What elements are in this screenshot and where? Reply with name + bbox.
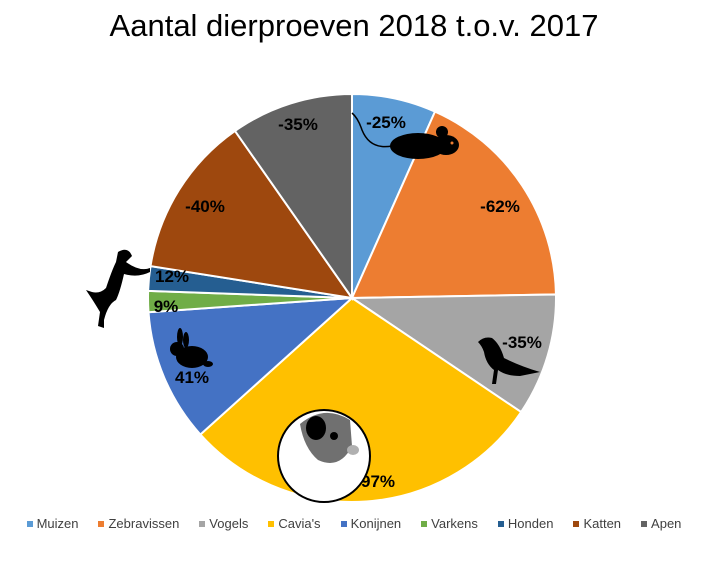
legend-item: Cavia's — [268, 516, 321, 531]
legend-swatch — [26, 520, 33, 527]
legend-item: Zebravissen — [98, 516, 179, 531]
data-label: 12% — [155, 267, 189, 286]
legend-item: Varkens — [421, 516, 478, 531]
data-label: -40% — [185, 197, 225, 216]
legend-label: Honden — [507, 516, 554, 531]
pie-slice-vogels — [348, 293, 557, 414]
chart-legend: Muizen Zebravissen Vogels Cavia's Konijnen Va… — [0, 516, 708, 531]
legend-swatch — [199, 520, 206, 527]
crow-icon — [478, 337, 540, 384]
legend-item: Muizen — [26, 516, 79, 531]
data-label: -35% — [502, 333, 542, 352]
rabbit-icon — [170, 328, 213, 368]
legend-item: Vogels — [199, 516, 248, 531]
data-label: -62% — [480, 197, 520, 216]
legend-label: Muizen — [36, 516, 79, 531]
legend-swatch — [421, 520, 428, 527]
data-label: -25% — [366, 113, 406, 132]
legend-swatch — [340, 520, 347, 527]
dog-icon — [86, 249, 150, 328]
legend-label: Cavia's — [278, 516, 321, 531]
pie-slice-zebravissen — [350, 110, 557, 300]
legend-swatch — [98, 520, 105, 527]
mouse-icon — [351, 112, 459, 159]
legend-item: Apen — [641, 516, 681, 531]
legend-label: Vogels — [209, 516, 249, 531]
data-label: 9% — [154, 297, 179, 316]
pie-slice-katten — [149, 129, 355, 300]
legend-label: Varkens — [431, 516, 478, 531]
legend-swatch — [641, 520, 648, 527]
data-label: -35% — [278, 115, 318, 134]
guinea-pig-icon — [277, 409, 371, 503]
legend-item: Honden — [497, 516, 554, 531]
pie-slice-konijnen — [147, 296, 355, 436]
legend-swatch — [497, 520, 504, 527]
pie-slice-apen — [233, 92, 353, 302]
legend-label: Zebravissen — [108, 516, 180, 531]
legend-swatch — [573, 520, 580, 527]
legend-item: Katten — [573, 516, 621, 531]
pie-labels: -25% -62% -35% 97% 41% 9% 12% -40% -35% — [154, 113, 542, 491]
data-label: 97% — [361, 472, 395, 491]
legend-label: Apen — [651, 516, 682, 531]
pie-chart: -25% -62% -35% 97% 41% 9% 12% -40% -35% — [86, 92, 557, 503]
legend-label: Katten — [583, 516, 622, 531]
legend-item: Konijnen — [340, 516, 402, 531]
legend-label: Konijnen — [350, 516, 402, 531]
chart-title: Aantal dierproeven 2018 t.o.v. 2017 — [109, 8, 599, 43]
data-label: 41% — [175, 368, 209, 387]
legend-swatch — [268, 520, 275, 527]
